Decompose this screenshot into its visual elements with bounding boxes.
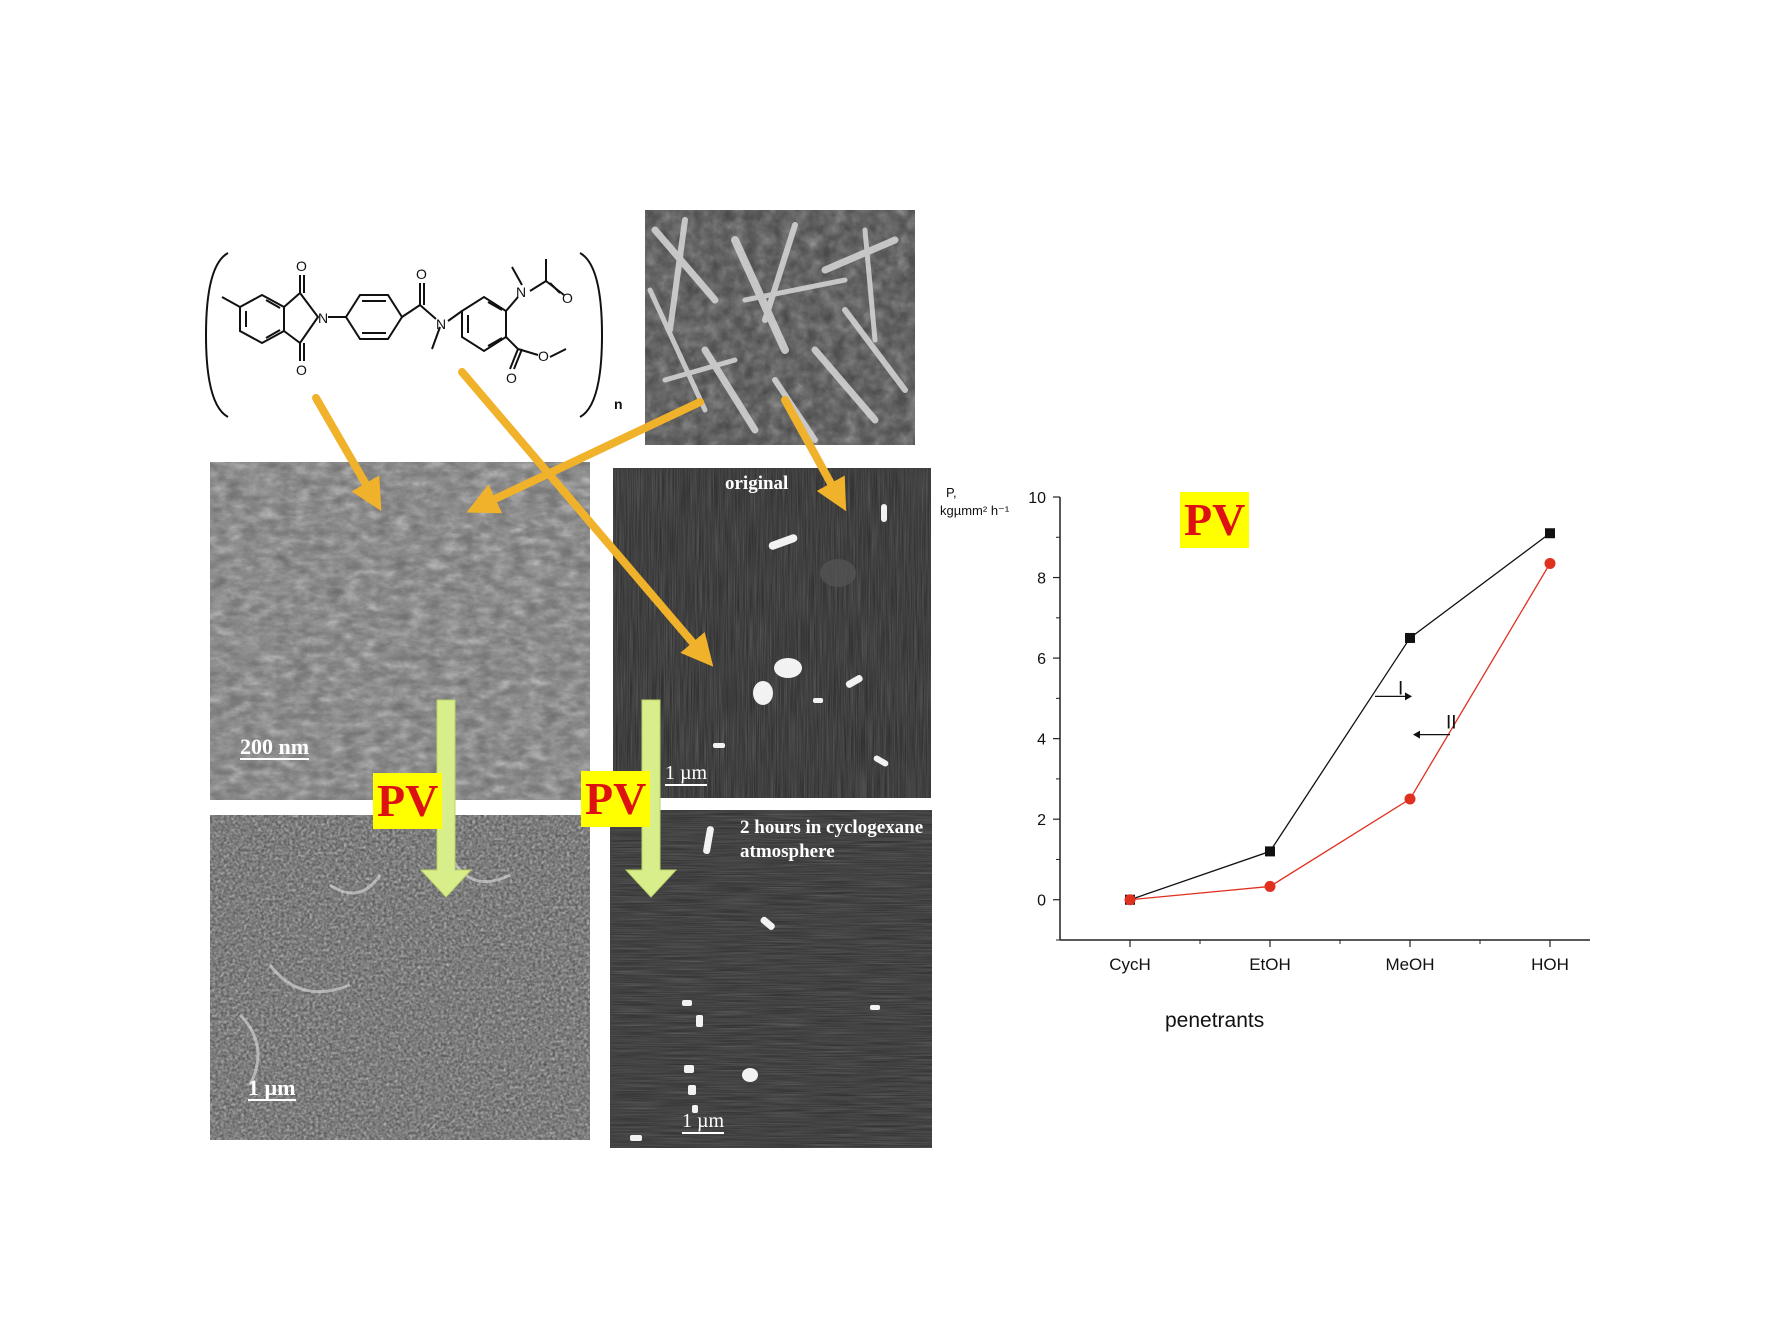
chart-axes: 0 2 4 6 8 10 CycH EtOH MeOH HOH [1028, 490, 1590, 974]
afm-caption-original: original [725, 473, 789, 494]
atom-o-3: O [416, 266, 427, 282]
atom-o-4: O [562, 290, 573, 306]
series-I-point [1545, 528, 1555, 539]
pv-badge-left: PV [373, 773, 443, 829]
arrow-pv-middle [624, 699, 678, 898]
afm-cyclohexane-image: 2 hours in cyclogexane atmosphere 1 µm [610, 810, 932, 1148]
subscript-n: n [614, 396, 623, 412]
series-I-annotation: I [1398, 678, 1403, 699]
sem-membrane-after-pv-texture [210, 815, 590, 1140]
arrow-fibers-to-sem [466, 398, 704, 514]
series-II-annotation-arrowhead [1413, 730, 1420, 739]
sem-membrane-original-texture [210, 462, 590, 800]
arrow-fibers-to-afm [781, 396, 847, 512]
atom-n-1: N [318, 310, 328, 326]
afm-caption-line-2: atmosphere [740, 841, 835, 862]
scale-bar-200nm: 200 nm [240, 734, 310, 760]
x-tick-label: HOH [1531, 955, 1569, 974]
scale-bar-1um-afm-bottom: 1 µm [682, 1110, 725, 1134]
series-line-I [1129, 532, 1551, 901]
x-tick-label: CycH [1109, 955, 1151, 974]
y-tick-label: 4 [1037, 732, 1046, 749]
y-axis-label-line-2: kgµmm² h⁻¹ [940, 503, 1010, 518]
scale-bar-1um-sem: 1 µm [248, 1075, 296, 1101]
series-line-II [1129, 563, 1551, 901]
atom-o-6: O [538, 348, 549, 364]
sem-fibers-texture [645, 210, 915, 445]
y-tick-label: 0 [1037, 893, 1046, 910]
x-tick-label: MeOH [1385, 955, 1434, 974]
afm-caption-cyclohexane: 2 hours in cyclogexane atmosphere [740, 816, 923, 864]
series-II-point [1404, 793, 1416, 805]
y-axis-label-line-1: P, [946, 485, 957, 500]
y-tick-label: 10 [1028, 490, 1046, 507]
scale-bar-1um-afm-top: 1 µm [665, 762, 708, 786]
atom-o-1: O [296, 258, 307, 274]
y-tick-label: 6 [1037, 651, 1046, 668]
series-I-annotation-arrowhead [1405, 692, 1412, 701]
atom-n-2: N [436, 316, 446, 332]
x-axis-label: penetrants [1165, 1009, 1264, 1032]
y-tick-label: 8 [1037, 571, 1046, 588]
pv-badge-middle: PV [581, 771, 651, 827]
afm-cyclohexane-texture [610, 810, 932, 1148]
series-II-annotation: II [1446, 713, 1457, 734]
atom-o-2: O [296, 362, 307, 378]
atom-o-5: O [506, 370, 517, 386]
chemical-structure: O O N O N N O O O n [204, 252, 623, 418]
series-I-point [1265, 846, 1275, 857]
arrow-structure-to-sem [312, 394, 382, 512]
series-II-point [1124, 894, 1136, 906]
chart-marks: III [1124, 528, 1556, 906]
atom-n-3: N [516, 284, 526, 300]
series-I-point [1405, 632, 1415, 643]
x-tick-label: EtOH [1249, 955, 1291, 974]
y-tick-label: 2 [1037, 812, 1046, 829]
afm-original-texture [613, 468, 931, 798]
arrow-pv-left [419, 699, 473, 898]
sem-membrane-after-pv-image: 1 µm [210, 815, 590, 1140]
afm-caption-line-1: 2 hours in cyclogexane [740, 817, 924, 838]
afm-original-image: original 1 µm [613, 468, 931, 798]
series-II-point [1264, 880, 1276, 892]
arrow-structure-to-afm [458, 368, 714, 667]
series-II-point [1544, 557, 1556, 569]
pv-badge-chart: PV [1180, 492, 1250, 548]
sem-membrane-original-image: 200 nm [210, 462, 590, 800]
